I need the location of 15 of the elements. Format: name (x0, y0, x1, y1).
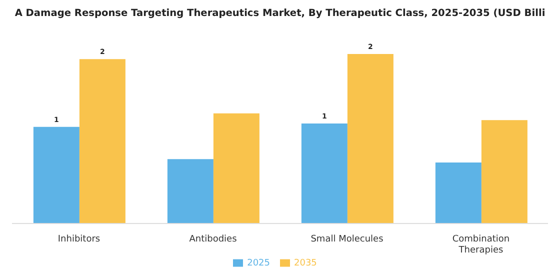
bar (301, 124, 348, 224)
x-tick-label: Inhibitors (58, 234, 100, 245)
legend-label: 2025 (247, 258, 270, 268)
bar (167, 159, 214, 224)
x-tick-label: Combination Therapies (452, 234, 510, 256)
x-tick-label: Small Molecules (310, 234, 384, 245)
bar (435, 162, 482, 224)
legend-label: 2035 (294, 258, 317, 268)
bar (79, 59, 126, 224)
x-tick-label: Antibodies (189, 234, 238, 245)
bar (213, 113, 260, 224)
chart-title: A Damage Response Targeting Therapeutics Market, By Therapeutic Class, 2025-2035 (USD Billi (14, 8, 546, 21)
bar (33, 126, 80, 224)
bar (481, 120, 528, 224)
bar (347, 54, 394, 224)
